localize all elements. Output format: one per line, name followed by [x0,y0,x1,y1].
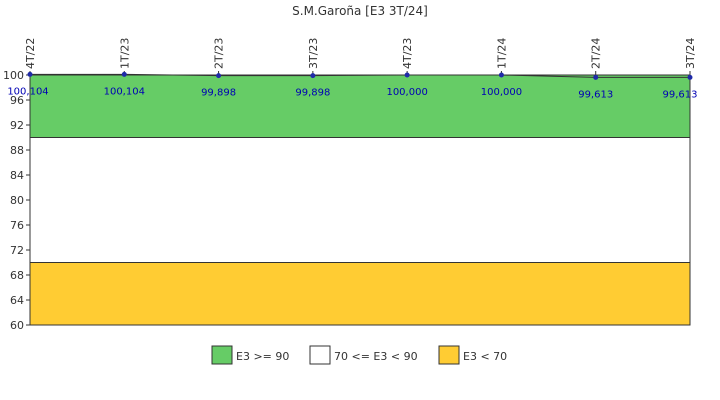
band-1 [29,137,691,263]
data-label: 100,104 [7,86,48,97]
data-point [498,72,504,78]
x-tick-label: 2T/23 [213,38,226,69]
legend-label: E3 < 70 [463,350,507,363]
data-label: 100,000 [481,87,522,98]
data-point [404,72,410,78]
x-tick-label: 3T/23 [307,38,320,69]
data-point [593,74,599,80]
y-tick-label: 88 [10,144,24,157]
data-point [27,71,33,77]
legend: E3 >= 90 70 <= E3 < 90 E3 < 70 [211,345,507,365]
data-point [687,74,693,80]
y-tick-label: 84 [10,169,24,182]
data-label: 99,898 [201,88,236,99]
x-tick-label: 3T/24 [684,38,697,69]
y-tick-label: 80 [10,194,24,207]
legend-swatch [438,345,460,365]
band-group [29,74,691,326]
y-tick-label: 72 [10,244,24,257]
x-tick-label: 4T/22 [24,38,37,69]
legend-swatch [211,345,233,365]
data-label: 100,000 [386,87,427,98]
series-line [30,73,690,78]
y-tick-label: 64 [10,294,24,307]
legend-swatch [309,345,331,365]
data-point [121,71,127,77]
series-group: 100,104 100,104 99,898 99,898 100,000 100,000… [7,71,698,100]
band-0 [29,74,691,138]
chart-title: S.M.Garoña [E3 3T/24] [292,4,428,18]
y-tick-label: 96 [10,94,24,107]
data-label: 99,898 [295,88,330,99]
data-label: 99,613 [578,89,613,100]
data-point [310,73,316,79]
data-label: 99,613 [663,89,698,100]
x-tick-label: 1T/23 [118,38,131,69]
y-tick-label: 100 [3,69,24,82]
y-tick-label: 60 [10,319,24,332]
x-tick-label: 4T/23 [401,38,414,69]
legend-label: E3 >= 90 [236,350,289,363]
y-tick-label: 92 [10,119,24,132]
y-tick-label: 76 [10,219,24,232]
band-2 [29,262,691,326]
x-tick-label: 1T/24 [495,38,508,69]
data-label: 100,104 [104,86,145,97]
legend-label: 70 <= E3 < 90 [334,350,418,363]
x-tick-label: 2T/24 [590,38,603,69]
y-tick-label: 68 [10,269,24,282]
data-point [216,73,222,79]
